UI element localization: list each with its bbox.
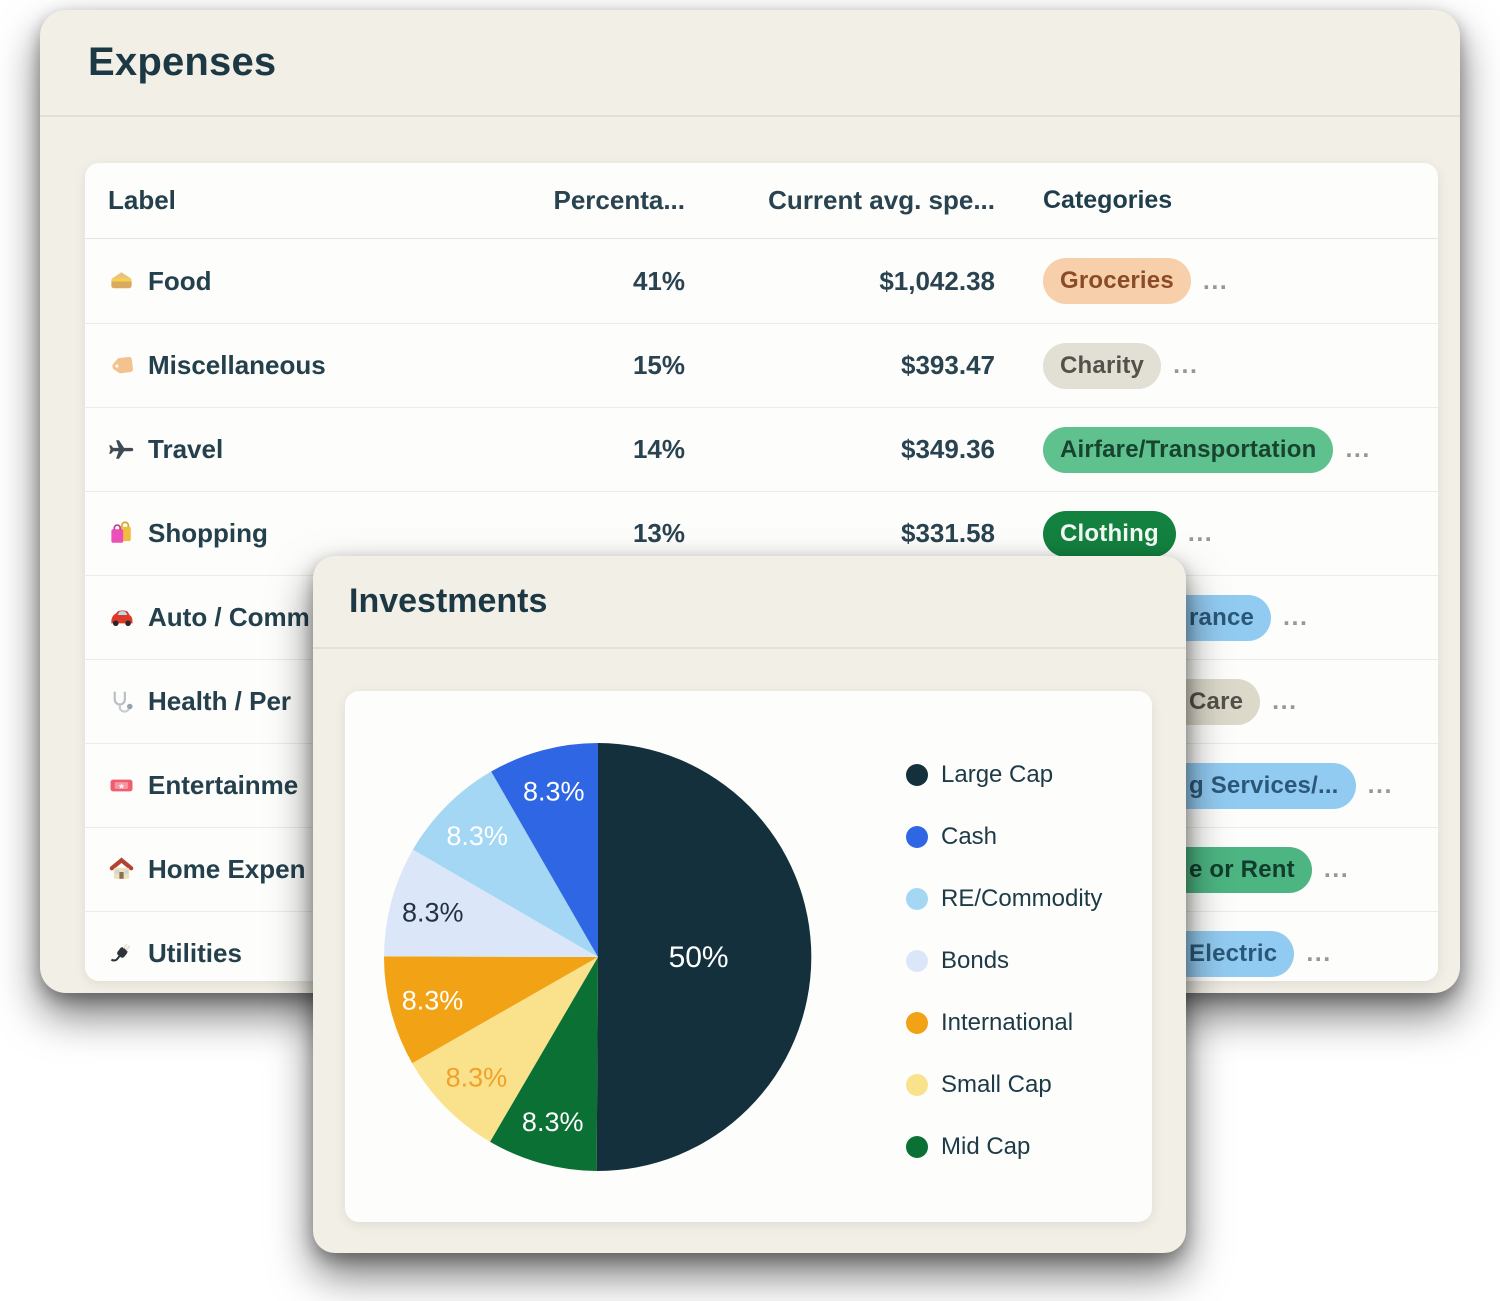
row-label: Utilities — [148, 938, 242, 968]
row-label: Auto / Comm — [148, 602, 310, 632]
column-header-categories: Categories — [1043, 186, 1173, 214]
pie-slice-cash[interactable] — [491, 743, 598, 957]
legend-color-dot — [906, 826, 928, 848]
legend-label: International — [941, 1009, 1074, 1036]
pie-slice-mid-cap[interactable] — [490, 957, 598, 1171]
tag-icon — [108, 352, 135, 379]
row-percentage: 13% — [632, 518, 685, 548]
more-categories[interactable]: ... — [1306, 939, 1332, 967]
table-row[interactable]: Travel 14% $349.36 Airfare/Transportatio… — [85, 407, 1438, 491]
legend-label: Large Cap — [941, 761, 1054, 788]
investments-title: Investments — [349, 582, 548, 620]
more-categories[interactable]: ... — [1272, 687, 1298, 715]
pie-slice-international[interactable] — [383, 956, 598, 1064]
plug-icon — [108, 940, 135, 967]
investments-card: Investments 50% 8.3% 8.3% 8.3% 8.3% 8.3% 8.3% … — [313, 556, 1186, 1253]
stethoscope-icon — [108, 688, 135, 715]
column-header-amount: Current avg. spe... — [768, 185, 995, 215]
legend-item-cash[interactable]: Cash — [906, 823, 1102, 851]
legend-label: Bonds — [941, 947, 1010, 974]
more-categories[interactable]: ... — [1345, 435, 1371, 463]
pie-slice-bonds[interactable] — [384, 849, 598, 957]
row-label: Shopping — [148, 518, 268, 548]
table-row[interactable]: Miscellaneous 15% $393.47 Charity ... — [85, 323, 1438, 407]
row-percentage: 14% — [632, 434, 685, 464]
row-label: Miscellaneous — [148, 350, 326, 380]
legend-item-large-cap[interactable]: Large Cap — [906, 761, 1102, 789]
legend-item-bonds[interactable]: Bonds — [906, 947, 1102, 975]
legend-label: Mid Cap — [941, 1133, 1031, 1160]
airplane-icon — [108, 436, 135, 463]
more-categories[interactable]: ... — [1187, 519, 1214, 547]
row-amount: $1,042.38 — [879, 265, 995, 296]
row-percentage: 15% — [632, 350, 685, 380]
legend-color-dot — [906, 1012, 928, 1034]
pie-chart[interactable]: 50% 8.3% 8.3% 8.3% 8.3% 8.3% 8.3% — [345, 691, 1152, 1222]
more-categories[interactable]: ... — [1367, 771, 1393, 799]
legend-color-dot — [906, 950, 928, 972]
pie-legend: Large Cap Cash RE/Commodity Bonds Internatio… — [906, 761, 1102, 1161]
pie-slice-label: 8.3% — [446, 1063, 508, 1093]
pie-slice-label: 8.3% — [522, 1107, 584, 1137]
row-amount: $331.58 — [901, 518, 995, 548]
column-header-percentage: Percenta... — [553, 185, 685, 215]
legend-label: Cash — [941, 823, 998, 850]
legend-label: Small Cap — [941, 1071, 1052, 1098]
pie-slice-large-cap[interactable] — [596, 743, 812, 1172]
row-amount: $349.36 — [901, 434, 995, 464]
legend-color-dot — [906, 888, 928, 910]
investments-header: Investments — [313, 556, 1186, 649]
category-tag[interactable]: Clothing — [1043, 510, 1176, 557]
category-tag[interactable]: Groceries — [1043, 258, 1191, 304]
table-row[interactable]: Food 41% $1,042.38 Groceries ... — [85, 239, 1438, 323]
category-tag[interactable]: Airfare/Transportation — [1043, 426, 1334, 473]
expenses-card: Expenses Label Percenta... Current avg. … — [40, 10, 1460, 993]
row-label: Health / Per — [148, 686, 292, 716]
row-label: Entertainme — [148, 770, 299, 800]
column-header-label: Label — [108, 185, 176, 215]
pie-slice-label: 50% — [669, 941, 729, 974]
shopping-bags-icon — [108, 520, 135, 547]
ticket-icon — [108, 772, 135, 799]
legend-label: RE/Commodity — [941, 885, 1103, 912]
house-icon — [108, 856, 135, 883]
more-categories[interactable]: ... — [1202, 266, 1229, 295]
more-categories[interactable]: ... — [1283, 603, 1309, 631]
expenses-table: Label Percenta... Current avg. spe... Ca… — [85, 163, 1438, 981]
car-icon — [108, 604, 135, 631]
legend-item-re-commodity[interactable]: RE/Commodity — [906, 885, 1102, 913]
legend-color-dot — [906, 764, 928, 786]
pie-slice-re-commodity[interactable] — [412, 771, 598, 957]
pie-slice-label: 8.3% — [402, 897, 464, 927]
more-categories[interactable]: ... — [1173, 351, 1199, 379]
row-label: Food — [148, 265, 212, 296]
expenses-title: Expenses — [88, 40, 277, 84]
row-percentage: 41% — [632, 265, 685, 296]
row-amount: $393.47 — [901, 350, 995, 380]
more-categories[interactable]: ... — [1323, 855, 1350, 883]
pie-slice-small-cap[interactable] — [412, 957, 598, 1142]
legend-item-mid-cap[interactable]: Mid Cap — [906, 1133, 1102, 1161]
category-tag[interactable]: Electric — [1103, 930, 1295, 977]
pie-slice-label: 8.3% — [402, 986, 464, 1016]
category-tag[interactable]: Charity — [1043, 342, 1162, 389]
pie-slice-label: 8.3% — [446, 821, 508, 851]
legend-item-international[interactable]: International — [906, 1009, 1102, 1037]
expenses-header: Expenses — [40, 10, 1460, 117]
row-label: Travel — [148, 434, 224, 464]
pie-slice-label: 8.3% — [523, 777, 585, 807]
legend-color-dot — [906, 1136, 928, 1158]
investments-chart-panel: 50% 8.3% 8.3% 8.3% 8.3% 8.3% 8.3% Large Cap Cas… — [345, 691, 1152, 1222]
row-label: Home Expen — [148, 854, 306, 884]
sandwich-icon — [108, 268, 135, 295]
legend-color-dot — [906, 1074, 928, 1096]
legend-item-small-cap[interactable]: Small Cap — [906, 1071, 1102, 1099]
table-header: Label Percenta... Current avg. spe... Ca… — [85, 163, 1438, 239]
